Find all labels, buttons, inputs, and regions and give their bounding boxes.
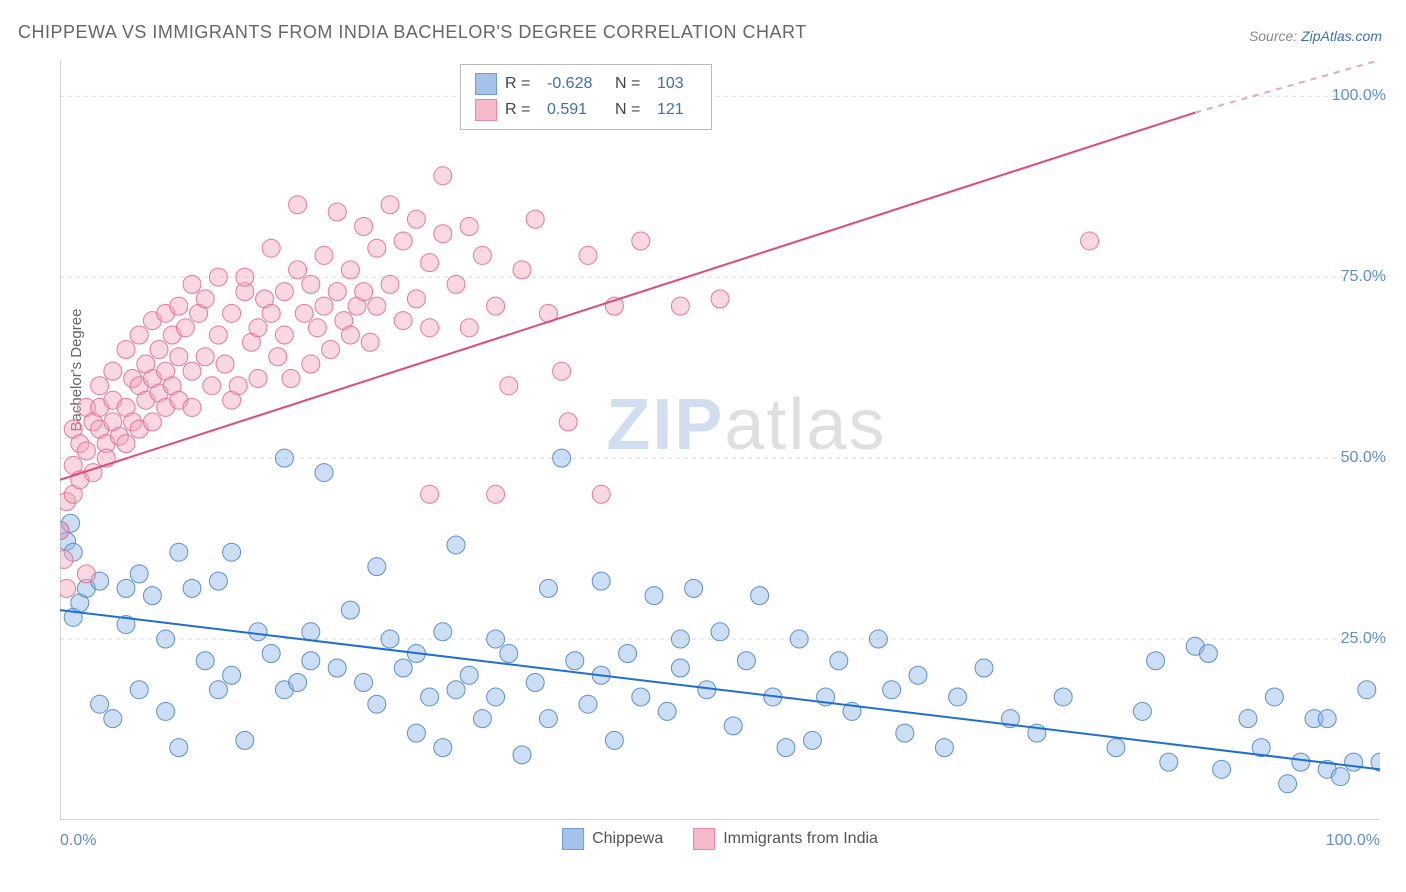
legend-swatch [475, 73, 497, 95]
series-swatch [562, 828, 584, 850]
legend-row: R = -0.628 N = 103 [475, 71, 697, 97]
chart-title: CHIPPEWA VS IMMIGRANTS FROM INDIA BACHEL… [18, 22, 807, 43]
chart-svg [60, 60, 1380, 820]
legend-r-label: R = [505, 75, 539, 93]
source-attribution: Source: ZipAtlas.com [1249, 28, 1382, 44]
y-tick-label: 75.0% [1341, 268, 1386, 286]
series-legend: Chippewa Immigrants from India [562, 828, 878, 850]
y-tick-label: 25.0% [1341, 630, 1386, 648]
series-legend-item: Immigrants from India [693, 828, 878, 850]
legend-n-value: 103 [657, 75, 697, 93]
x-tick-label: 0.0% [60, 832, 96, 850]
legend-swatch [475, 99, 497, 121]
series-label: Chippewa [592, 830, 663, 848]
legend-r-value: -0.628 [547, 75, 607, 93]
legend-n-label: N = [615, 101, 649, 119]
y-tick-label: 50.0% [1341, 449, 1386, 467]
source-name: ZipAtlas.com [1301, 28, 1382, 44]
scatter-plot: Bachelor's Degree ZIPatlas R =-0.628N =1… [60, 60, 1380, 820]
y-tick-label: 100.0% [1332, 87, 1386, 105]
legend-n-value: 121 [657, 101, 697, 119]
legend-row: R = 0.591 N = 121 [475, 97, 697, 123]
x-tick-label: 100.0% [1326, 832, 1380, 850]
legend-r-value: 0.591 [547, 101, 607, 119]
legend-r-label: R = [505, 101, 539, 119]
legend-n-label: N = [615, 75, 649, 93]
series-label: Immigrants from India [723, 830, 878, 848]
series-legend-item: Chippewa [562, 828, 663, 850]
correlation-legend: R = -0.628 N = 103 R = 0.591 N = 121 [460, 64, 712, 130]
source-label: Source: [1249, 28, 1301, 44]
series-swatch [693, 828, 715, 850]
